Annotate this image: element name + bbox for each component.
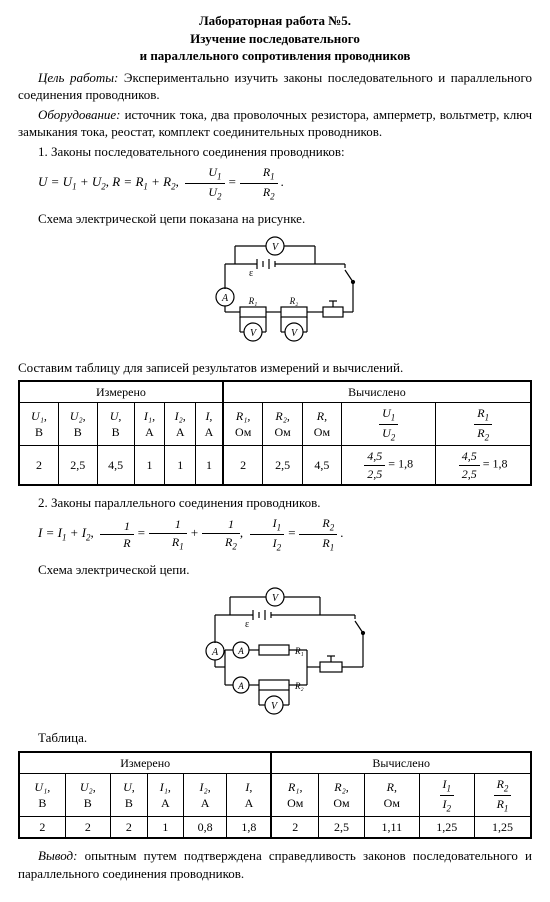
t2-h-calc: Вычислено	[271, 752, 531, 774]
formula-2: I = I1 + I2, 1R = 1R1 + 1R2, I1I2 = R2R1…	[18, 515, 532, 553]
goal: Цель работы: Экспериментально изучить за…	[18, 69, 532, 104]
concl-label: Вывод:	[38, 848, 77, 863]
concl-text: опытным путем подтверждена справедливост…	[18, 848, 532, 881]
table-1: Измерено Вычислено U₁,В U₂,В U,В I₁,А I₂…	[18, 380, 532, 486]
svg-text:A: A	[211, 647, 219, 658]
svg-text:A: A	[237, 646, 244, 656]
section-2: 2. Законы параллельного соединения прово…	[18, 494, 532, 512]
circuit-diagram-2: V ε A A R₁ A R₂ V	[18, 585, 532, 720]
t2-h-meas: Измерено	[19, 752, 271, 774]
svg-text:R₂: R₂	[294, 681, 304, 691]
svg-text:ε: ε	[249, 268, 253, 279]
svg-text:A: A	[221, 293, 229, 304]
svg-text:V: V	[272, 593, 280, 604]
svg-text:V: V	[291, 328, 299, 339]
t1-h-meas: Измерено	[19, 381, 223, 403]
svg-text:V: V	[271, 701, 279, 712]
formula-1: U = U1 + U2, R = R1 + R2, U1U2 = R1R2 .	[18, 164, 532, 202]
schema1-caption: Схема электрической цепи показана на рис…	[18, 210, 532, 228]
equipment: Оборудование: источник тока, два проволо…	[18, 106, 532, 141]
equip-label: Оборудование:	[38, 107, 121, 122]
svg-text:R₁: R₁	[294, 646, 304, 656]
goal-label: Цель работы:	[38, 70, 118, 85]
table-2: Измерено Вычислено U₁,В U₂,В U,В I₁,А I₂…	[18, 751, 532, 839]
title-line-1: Лабораторная работа №5.	[18, 12, 532, 30]
table2-label: Таблица.	[18, 729, 532, 747]
conclusion: Вывод: опытным путем подтверждена справе…	[18, 847, 532, 882]
t1-h-calc: Вычислено	[223, 381, 531, 403]
title-line-3: и параллельного сопротивления проводнико…	[18, 47, 532, 65]
svg-text:V: V	[272, 242, 280, 253]
svg-text:R₁: R₁	[248, 296, 258, 306]
svg-text:ε: ε	[245, 619, 249, 630]
title-block: Лабораторная работа №5. Изучение последо…	[18, 12, 532, 65]
section-1: 1. Законы последовательного соединения п…	[18, 143, 532, 161]
title-line-2: Изучение последовательного	[18, 30, 532, 48]
svg-text:R₂: R₂	[289, 296, 299, 306]
schema2-caption: Схема электрической цепи.	[18, 561, 532, 579]
svg-text:V: V	[250, 328, 258, 339]
svg-text:A: A	[237, 681, 244, 691]
table1-intro: Составим таблицу для записей результатов…	[18, 359, 532, 377]
circuit-diagram-1: V ε A R₁ R₂ V V	[18, 234, 532, 349]
